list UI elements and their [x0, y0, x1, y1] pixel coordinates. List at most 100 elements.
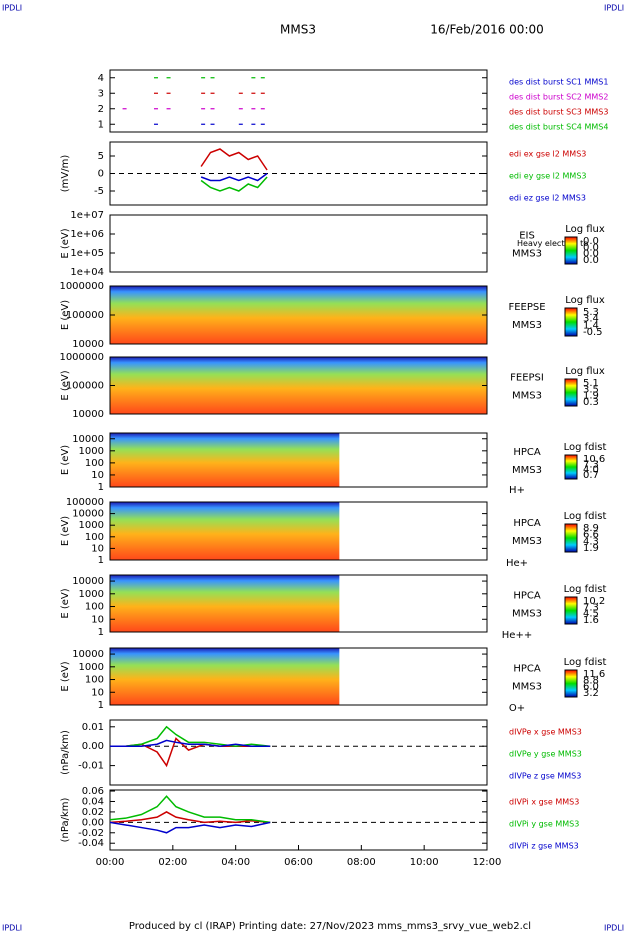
series-line [110, 739, 271, 747]
y-tick-label: 1000 [79, 662, 104, 673]
colorbar-label: -0.5 [583, 327, 603, 338]
y-tick-label: 1 [98, 700, 104, 711]
y-axis-label: (nPa/km) [60, 730, 71, 775]
y-tick-label: 1000000 [59, 281, 104, 292]
colorbar-label: 3.5 [583, 384, 599, 395]
legend-entry: dIVPi y gse MMS3 [509, 820, 579, 829]
colorbar-label: 1.9 [583, 543, 599, 554]
colorbar [564, 596, 578, 625]
spacecraft-label: MMS3 [512, 682, 542, 693]
y-tick-label: 10 [91, 543, 104, 554]
x-tick-label: 02:00 [158, 857, 187, 868]
panel-frame [109, 69, 488, 133]
y-tick-label: 1 [98, 482, 104, 493]
colorbar-label: 0.0 [583, 242, 599, 253]
panel-frame [109, 432, 488, 488]
corner-tag: IPDLI [2, 924, 22, 933]
panel-frame [109, 789, 488, 851]
instrument-label: HPCA [513, 664, 541, 675]
y-tick-label: 1 [98, 119, 104, 130]
corner-tag: IPDLI [604, 924, 624, 933]
colorbar-label: 1.9 [583, 391, 599, 402]
spacecraft-label: MMS3 [512, 609, 542, 620]
legend-entry: des dist burst SC4 MMS4 [509, 123, 608, 132]
panel-frame [109, 574, 488, 633]
y-axis-label: E (eV) [60, 516, 71, 546]
legend-entry: dIVPi x gse MMS3 [509, 798, 579, 807]
y-tick-label: 10 [91, 614, 104, 625]
spacecraft-label: MMS3 [512, 465, 542, 476]
legend-entry: dIVPe z gse MMS3 [509, 772, 581, 781]
panel-frame [109, 285, 488, 345]
spectrogram [110, 502, 340, 560]
legend-entry: dIVPi z gse MMS3 [509, 842, 579, 851]
y-axis-label: E (eV) [60, 588, 71, 618]
instrument-label: EIS [519, 231, 535, 242]
colorbar-title: Log fdist [564, 584, 607, 595]
species-label: He++ [502, 630, 532, 641]
y-tick-label: 10 [91, 687, 104, 698]
y-tick-label: 1 [98, 627, 104, 638]
footer: Produced by cl (IRAP) Printing date: 27/… [129, 921, 531, 932]
y-tick-label: 0.01 [82, 722, 104, 733]
spectrogram [110, 357, 487, 414]
spacecraft-label: MMS3 [512, 249, 542, 260]
colorbar-label: 5.3 [583, 307, 599, 318]
panel-frame [109, 356, 488, 415]
colorbar-label: 4.5 [583, 609, 599, 620]
colorbar-label: 0.0 [583, 255, 599, 266]
spacecraft-label: MMS3 [512, 536, 542, 547]
y-tick-label: 10000 [72, 339, 104, 350]
legend-entry: dIVPe x gse MMS3 [509, 728, 582, 737]
legend-entry: des dist burst SC3 MMS3 [509, 108, 608, 117]
note: Heavy electron to [517, 239, 588, 248]
date: 16/Feb/2016 00:00 [430, 23, 544, 37]
panel-frame [109, 647, 488, 706]
colorbar-label: 3.4 [583, 314, 599, 325]
y-tick-label: 1 [98, 555, 104, 566]
x-tick-label: 08:00 [347, 857, 376, 868]
legend-entry: des dist burst SC1 MMS1 [509, 78, 608, 87]
colorbar-label: 7.3 [583, 602, 599, 613]
colorbar [564, 669, 578, 698]
colorbar-title: Log fdist [564, 657, 607, 668]
species-label: H+ [509, 485, 525, 496]
y-tick-label: 0.00 [82, 741, 104, 752]
y-tick-label: 0.02 [82, 807, 104, 818]
y-tick-label: 4 [98, 73, 104, 84]
colorbar-label: 7.3 [583, 459, 599, 470]
y-tick-label: 10000 [72, 649, 104, 660]
y-tick-label: 100000 [66, 310, 104, 321]
y-tick-label: 10 [91, 470, 104, 481]
spectrogram [110, 286, 487, 344]
colorbar [564, 523, 578, 553]
colorbar [564, 236, 578, 265]
colorbar-label: 10.6 [583, 454, 605, 465]
colorbar-label: 0.0 [583, 249, 599, 260]
panel-frame [109, 214, 488, 273]
y-tick-label: 1e+07 [70, 210, 104, 221]
y-tick-label: 0.06 [82, 786, 104, 797]
colorbar-label: 0.0 [583, 236, 599, 247]
y-tick-label: 1e+05 [70, 248, 104, 259]
title: MMS3 [280, 23, 316, 37]
colorbar-label: 10.2 [583, 596, 605, 607]
y-axis-label: E (eV) [60, 370, 71, 400]
y-tick-label: 10000 [72, 576, 104, 587]
y-tick-label: 100000 [66, 497, 104, 508]
y-tick-label: -5 [94, 186, 104, 197]
spacecraft-label: MMS3 [512, 320, 542, 331]
species-label: He+ [506, 558, 528, 569]
species-label: O+ [509, 703, 525, 714]
colorbar-label: 8.9 [583, 523, 599, 534]
instrument-label: FEEPSI [510, 373, 544, 384]
y-tick-label: 1000000 [59, 352, 104, 363]
y-axis-label: (mV/m) [60, 155, 71, 193]
colorbar-label: 0.7 [583, 470, 599, 481]
colorbar-title: Log flux [565, 224, 605, 235]
corner-tag: IPDLI [2, 4, 22, 13]
x-tick-label: 00:00 [96, 857, 125, 868]
spectrogram [110, 575, 340, 632]
legend-entry: dIVPe y gse MMS3 [509, 750, 582, 759]
